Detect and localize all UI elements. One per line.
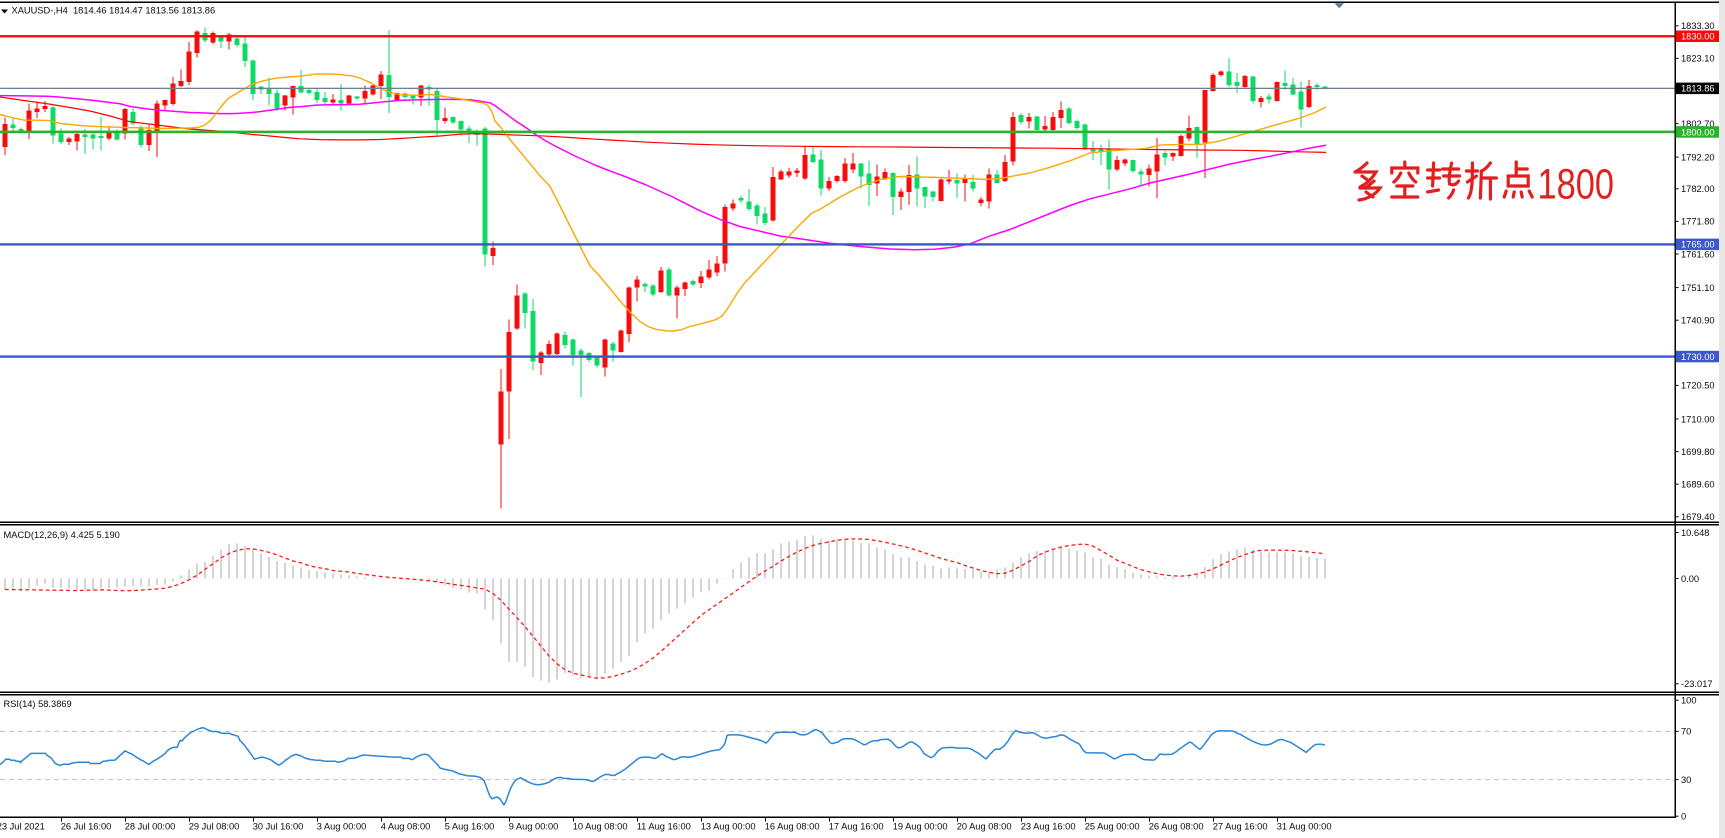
svg-text:1800: 1800 xyxy=(1538,161,1615,208)
svg-text:3 Aug 00:00: 3 Aug 00:00 xyxy=(317,822,367,832)
svg-text:10 Aug 08:00: 10 Aug 08:00 xyxy=(573,822,628,832)
svg-text:9 Aug 00:00: 9 Aug 00:00 xyxy=(509,822,559,832)
svg-text:100: 100 xyxy=(1681,696,1697,706)
svg-text:1689.60: 1689.60 xyxy=(1681,480,1715,490)
svg-text:0.00: 0.00 xyxy=(1681,574,1699,584)
svg-text:11 Aug 16:00: 11 Aug 16:00 xyxy=(637,822,691,832)
svg-text:1761.60: 1761.60 xyxy=(1681,249,1715,259)
svg-text:XAUUSD-,H4 1814.46 1814.47 18: XAUUSD-,H4 1814.46 1814.47 1813.56 1813.… xyxy=(12,5,216,15)
svg-text:0: 0 xyxy=(1681,812,1686,822)
svg-text:16 Aug 08:00: 16 Aug 08:00 xyxy=(765,822,820,832)
svg-text:5 Aug 16:00: 5 Aug 16:00 xyxy=(445,822,495,832)
svg-text:1740.90: 1740.90 xyxy=(1681,316,1715,326)
svg-text:26 Aug 08:00: 26 Aug 08:00 xyxy=(1149,822,1204,832)
svg-text:19 Aug 00:00: 19 Aug 00:00 xyxy=(893,822,948,832)
svg-text:1765.00: 1765.00 xyxy=(1681,240,1715,250)
svg-text:1720.50: 1720.50 xyxy=(1681,381,1715,391)
svg-text:26 Jul 16:00: 26 Jul 16:00 xyxy=(61,822,112,832)
svg-text:1710.00: 1710.00 xyxy=(1681,414,1715,424)
svg-text:1679.40: 1679.40 xyxy=(1681,512,1715,522)
svg-text:1771.80: 1771.80 xyxy=(1681,217,1715,227)
svg-text:23 Aug 16:00: 23 Aug 16:00 xyxy=(1021,822,1076,832)
svg-text:RSI(14) 58.3869: RSI(14) 58.3869 xyxy=(4,699,72,709)
svg-text:1823.10: 1823.10 xyxy=(1681,54,1715,64)
svg-text:29 Jul 08:00: 29 Jul 08:00 xyxy=(189,822,240,832)
svg-text:70: 70 xyxy=(1681,727,1691,737)
svg-text:30 Jul 16:00: 30 Jul 16:00 xyxy=(253,822,304,832)
svg-text:10.648: 10.648 xyxy=(1681,528,1709,538)
svg-text:MACD(12,26,9) 4.425 5.190: MACD(12,26,9) 4.425 5.190 xyxy=(4,530,120,540)
svg-text:1792.20: 1792.20 xyxy=(1681,152,1715,162)
svg-text:30: 30 xyxy=(1681,775,1691,785)
svg-text:1751.10: 1751.10 xyxy=(1681,283,1715,293)
svg-text:1782.00: 1782.00 xyxy=(1681,184,1715,194)
svg-text:25 Aug 00:00: 25 Aug 00:00 xyxy=(1085,822,1140,832)
svg-text:13 Aug 00:00: 13 Aug 00:00 xyxy=(701,822,756,832)
svg-text:1830.00: 1830.00 xyxy=(1681,32,1715,42)
svg-text:1802.70: 1802.70 xyxy=(1681,119,1715,129)
svg-text:31 Aug 00:00: 31 Aug 00:00 xyxy=(1277,822,1332,832)
svg-text:-23.017: -23.017 xyxy=(1681,679,1713,689)
svg-text:1813.86: 1813.86 xyxy=(1681,84,1715,94)
svg-text:17 Aug 16:00: 17 Aug 16:00 xyxy=(829,822,884,832)
svg-text:1833.30: 1833.30 xyxy=(1681,21,1715,31)
svg-text:1699.80: 1699.80 xyxy=(1681,447,1715,457)
svg-text:28 Jul 00:00: 28 Jul 00:00 xyxy=(125,822,176,832)
svg-text:20 Aug 08:00: 20 Aug 08:00 xyxy=(957,822,1012,832)
svg-text:23 Jul 2021: 23 Jul 2021 xyxy=(0,822,45,832)
svg-text:4 Aug 08:00: 4 Aug 08:00 xyxy=(381,822,431,832)
svg-text:1800.00: 1800.00 xyxy=(1681,127,1715,137)
svg-text:1730.00: 1730.00 xyxy=(1681,352,1715,362)
svg-text:27 Aug 16:00: 27 Aug 16:00 xyxy=(1213,822,1268,832)
